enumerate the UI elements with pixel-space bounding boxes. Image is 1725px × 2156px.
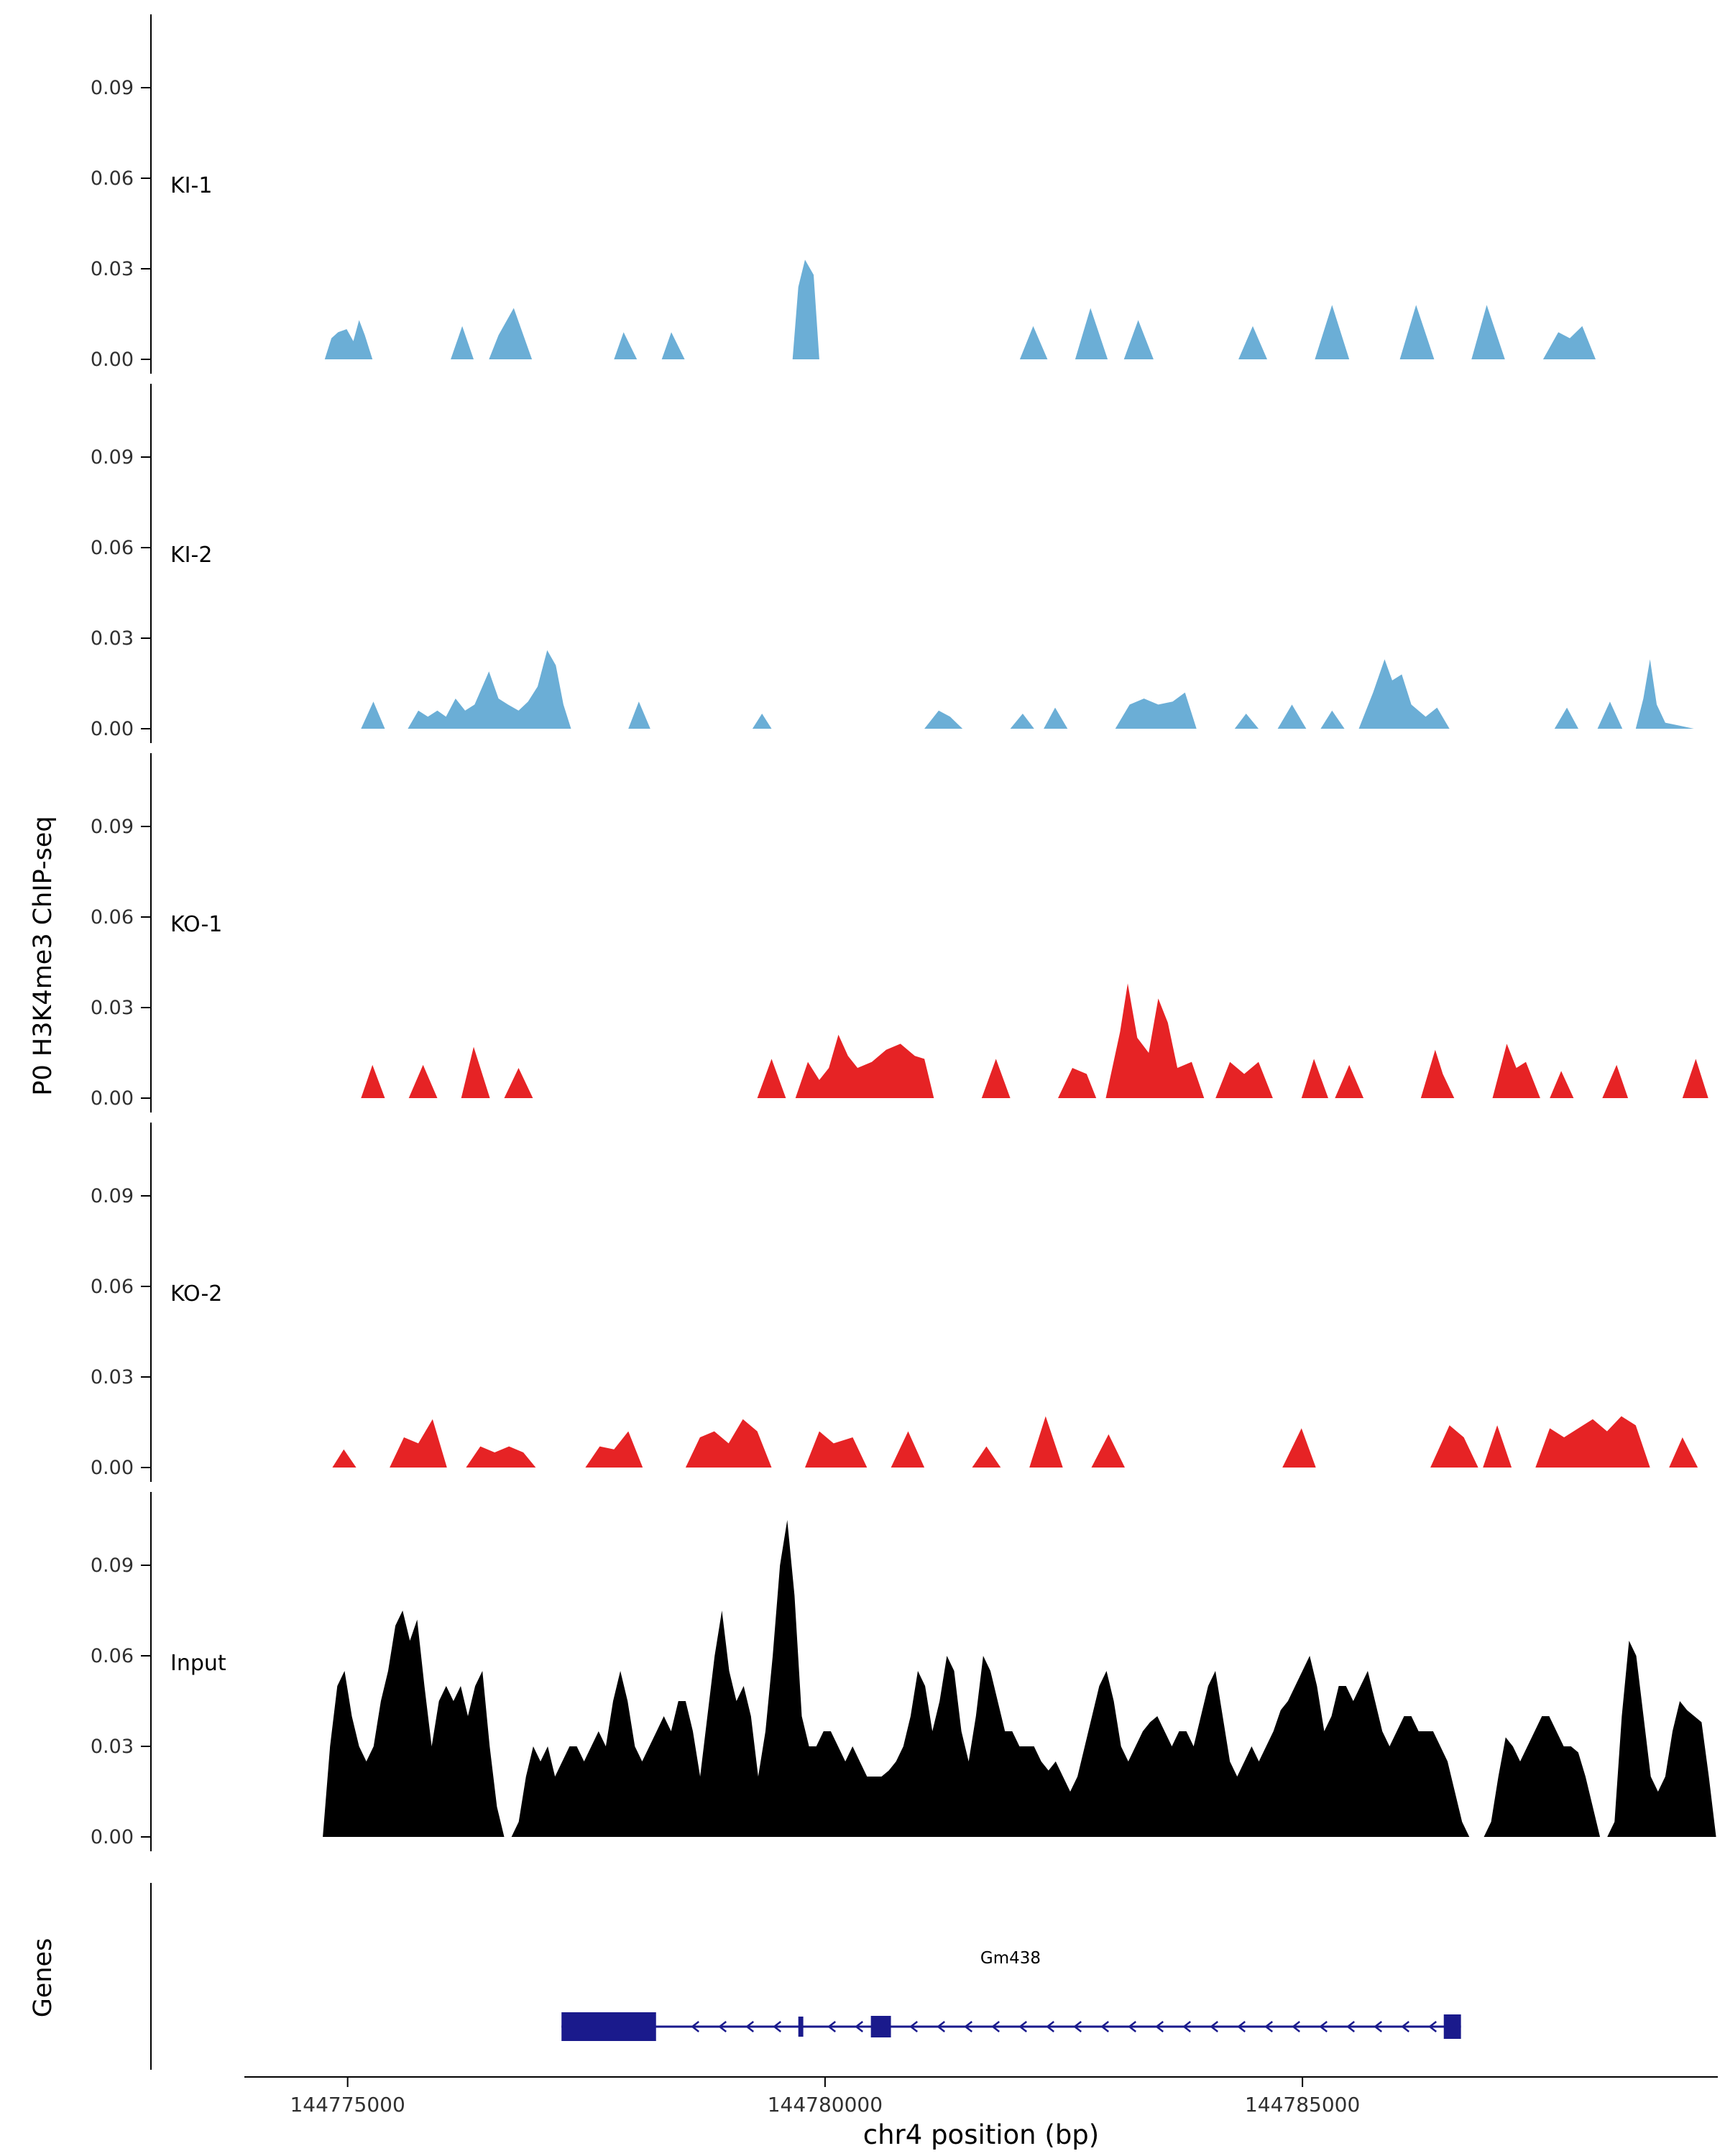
- strand-arrow: [1100, 2021, 1110, 2032]
- y-tick-label: 0.09: [91, 1554, 134, 1577]
- y-tick-label: 0.09: [91, 1185, 134, 1207]
- strand-arrow: [1073, 2021, 1082, 2032]
- y-tick-label: 0.09: [91, 446, 134, 469]
- strand-arrow: [1046, 2021, 1055, 2032]
- strand-arrow: [1237, 2021, 1246, 2032]
- y-tick-label: 0.06: [91, 167, 134, 190]
- strand-arrow: [991, 2021, 1000, 2032]
- track-label-ko-1: KO-1: [170, 912, 222, 937]
- y-tick-label: 0.00: [91, 1826, 134, 1848]
- strand-arrow: [827, 2021, 837, 2032]
- y-tick-label: 0.06: [91, 1645, 134, 1667]
- y-tick-label: 0.03: [91, 627, 134, 650]
- x-tick-label: 144780000: [768, 2093, 883, 2116]
- strand-arrow: [1401, 2021, 1410, 2032]
- track-panel-ko-2: KO-2 0.00 0.03 0.06 0.09: [91, 1123, 1698, 1482]
- y-tick-label: 0.03: [91, 997, 134, 1019]
- gene-name-label: Gm438: [980, 1949, 1041, 1968]
- strand-arrow: [855, 2021, 864, 2032]
- track-label-ko-2: KO-2: [170, 1281, 222, 1307]
- y-tick-label: 0.06: [91, 537, 134, 559]
- y-tick-label: 0.00: [91, 1457, 134, 1479]
- strand-arrow: [745, 2021, 755, 2032]
- strand-arrow: [1018, 2021, 1028, 2032]
- track-panel-ki-2: KI-2 0.00 0.03 0.06 0.09: [91, 384, 1694, 743]
- x-axis-ticks: 144775000 144780000 144785000: [290, 2077, 1360, 2116]
- strand-arrow: [1128, 2021, 1137, 2032]
- coverage-area-input: [323, 1520, 1716, 1837]
- strand-arrow: [691, 2021, 700, 2032]
- y-tick-label: 0.06: [91, 1276, 134, 1298]
- y-tick-label: 0.03: [91, 258, 134, 280]
- track-panel-input: Input 0.00 0.03 0.06 0.09: [91, 1492, 1716, 1851]
- strand-arrow: [1155, 2021, 1164, 2032]
- strand-arrow: [909, 2021, 919, 2032]
- y-tick-label: 0.03: [91, 1736, 134, 1758]
- strand-arrow: [937, 2021, 946, 2032]
- strand-arrow: [1210, 2021, 1219, 2032]
- coverage-area-ki-2: [361, 650, 1694, 729]
- strand-arrow: [1319, 2021, 1328, 2032]
- x-tick-label: 144775000: [290, 2093, 405, 2116]
- strand-arrow: [773, 2021, 782, 2032]
- y-tick-label: 0.00: [91, 1087, 134, 1110]
- strand-arrow: [964, 2021, 973, 2032]
- y-tick-label: 0.00: [91, 718, 134, 740]
- track-panel-ki-1: KI-1 0.00 0.03 0.06 0.09: [91, 14, 1596, 374]
- x-tick-label: 144785000: [1245, 2093, 1360, 2116]
- strand-arrow: [1346, 2021, 1356, 2032]
- coverage-area-ko-1: [361, 983, 1708, 1098]
- track-panel-ko-1: KO-1 0.00 0.03 0.06 0.09: [91, 753, 1708, 1112]
- gene-exon: [561, 2012, 656, 2041]
- gene-exon: [870, 2016, 891, 2037]
- y-tick-label: 0.09: [91, 77, 134, 99]
- strand-arrow: [1182, 2021, 1192, 2032]
- track-label-ki-1: KI-1: [170, 173, 212, 198]
- gene-exon: [798, 2017, 804, 2037]
- strand-arrow: [1428, 2021, 1438, 2032]
- strand-arrow: [1264, 2021, 1274, 2032]
- y-tick-label: 0.06: [91, 906, 134, 929]
- gene-model: [561, 2012, 1461, 2041]
- x-axis-title: chr4 position (bp): [863, 2119, 1099, 2150]
- y-tick-label: 0.03: [91, 1366, 134, 1388]
- strand-arrow: [1292, 2021, 1301, 2032]
- track-label-input: Input: [170, 1651, 226, 1676]
- track-label-ki-2: KI-2: [170, 543, 212, 568]
- coverage-area-ko-2: [332, 1416, 1698, 1468]
- gene-panel: Gm438: [150, 1883, 1461, 2070]
- gene-exon: [1443, 2014, 1461, 2039]
- x-axis-panel: 144775000 144780000 144785000 chr4 positio…: [244, 2076, 1718, 2150]
- coverage-area-ki-1: [324, 259, 1596, 359]
- y-tick-label: 0.09: [91, 816, 134, 838]
- strand-arrow: [718, 2021, 727, 2032]
- y-tick-label: 0.00: [91, 349, 134, 371]
- strand-arrow: [1374, 2021, 1383, 2032]
